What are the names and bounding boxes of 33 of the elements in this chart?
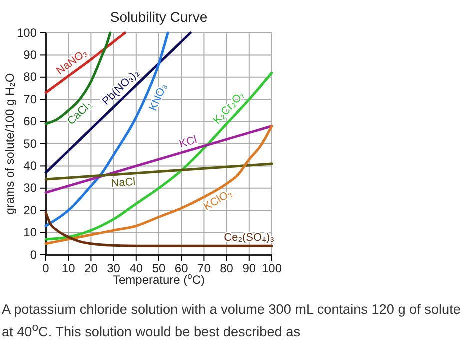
y-tick-label: 50 (24, 136, 38, 151)
x-tick-label: 20 (84, 262, 98, 276)
y-tick-label: 20 (24, 203, 38, 218)
line-series (44, 124, 274, 246)
series-label: NaCl (110, 176, 136, 190)
x-tick-label: 10 (62, 262, 76, 276)
x-tick-label: 70 (198, 262, 212, 276)
x-tick-label: 80 (220, 262, 234, 276)
y-tick-label: 60 (24, 114, 38, 129)
y-tick-label: 40 (24, 159, 38, 174)
x-tick-label: 90 (242, 262, 256, 276)
text: KNO₃ (148, 82, 170, 113)
y-tick-label: 100 (16, 26, 38, 40)
text: KClO₃ (202, 188, 235, 214)
text: A potassium chloride solution with a volume 300 mL contains 120 g of solute at 40$^{o}$C. This solution would be best described as (2, 301, 462, 342)
x-tick-label: 0 (42, 262, 50, 276)
x-tick-label: 60 (174, 262, 189, 276)
y-tick-label: 70 (24, 92, 38, 106)
y-tick-label: 0 (30, 248, 38, 262)
y-tick-label: 80 (24, 70, 38, 84)
y-tick-label: 30 (24, 181, 38, 196)
y-axis-title: grams of solute/100 g H₂O (3, 73, 17, 215)
line-series (44, 32, 170, 228)
chart-title: Solubility Curve (110, 9, 208, 25)
x-tick-label: 40 (130, 262, 144, 276)
series-label: Ce₂(SO₄)₃ (224, 232, 275, 244)
y-tick-label: 90 (24, 48, 38, 62)
x-tick-label: 30 (107, 262, 121, 276)
x-tick-label: 100 (262, 262, 282, 276)
x-tick-label: 50 (152, 262, 166, 276)
text: KCl (178, 134, 199, 151)
line-series (44, 212, 274, 248)
y-tick-label: 10 (24, 226, 38, 240)
